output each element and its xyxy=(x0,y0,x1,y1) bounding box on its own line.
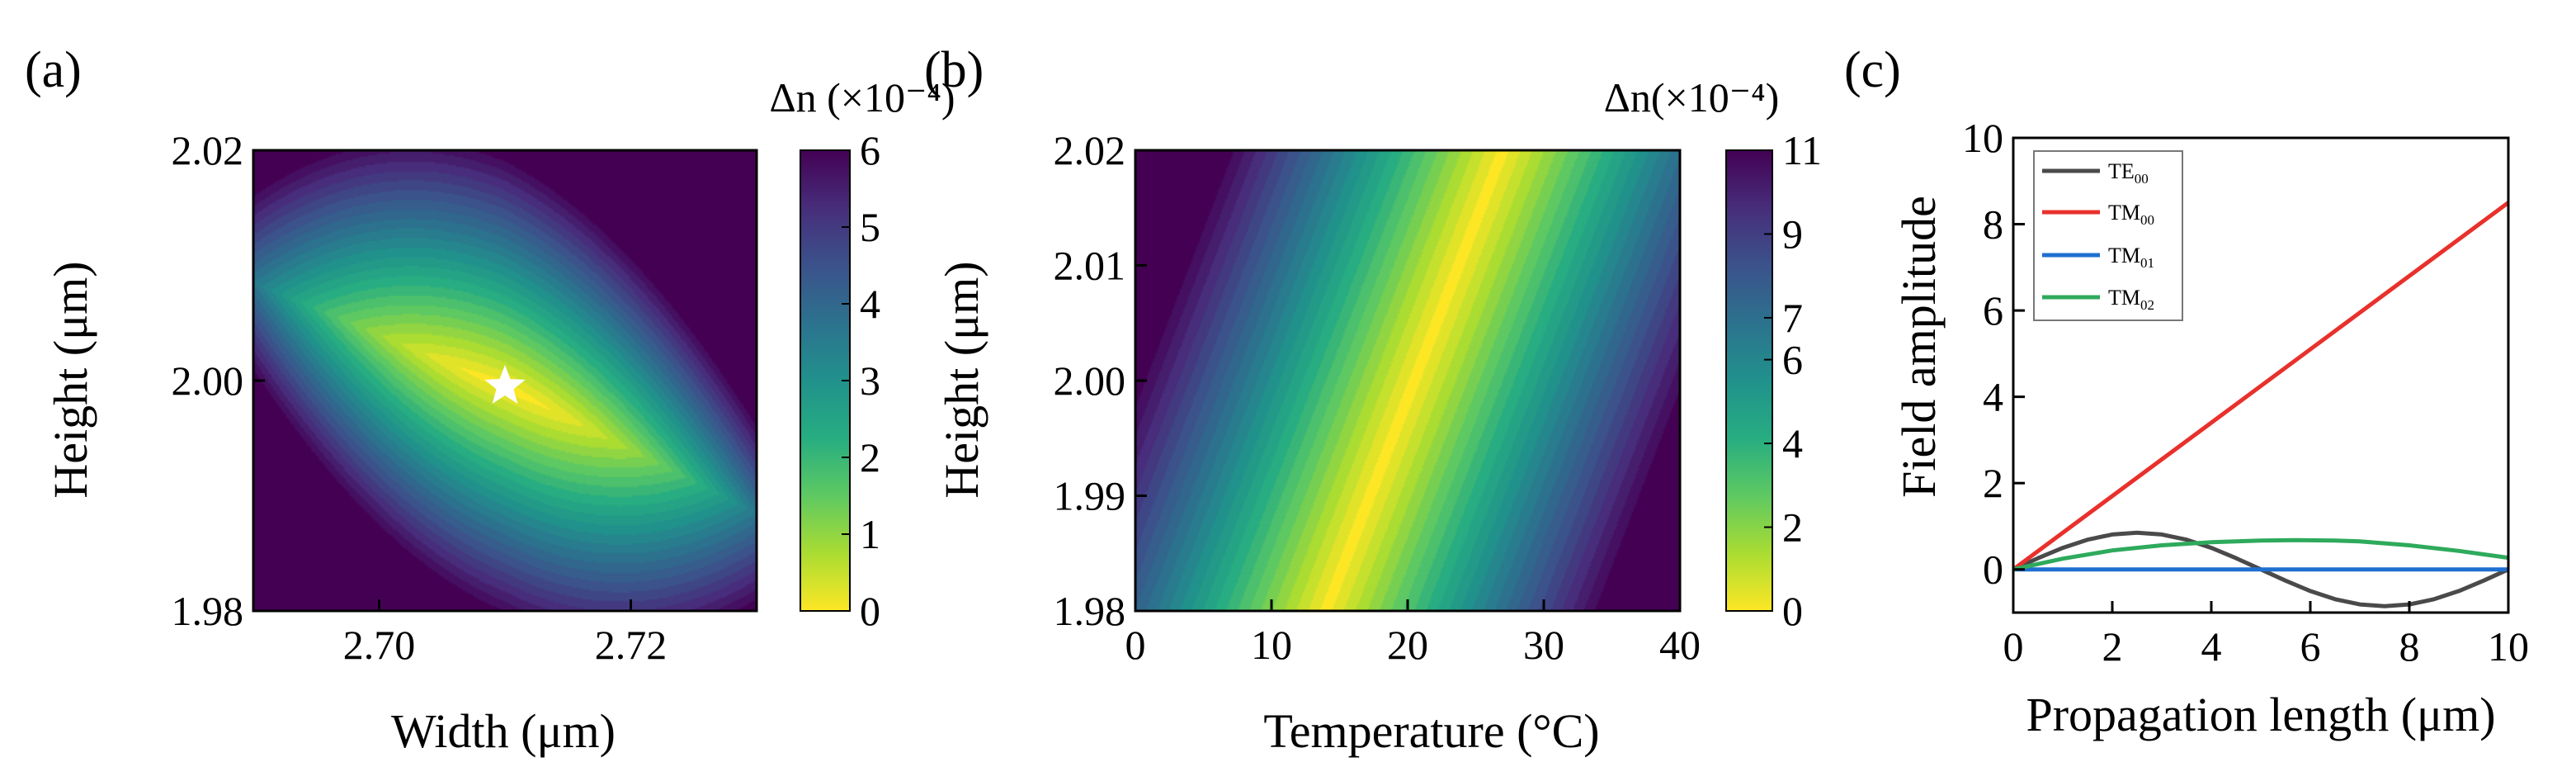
panel-c-x-tick-label: 0 xyxy=(2003,623,2024,670)
panel-c-x-tick-label: 8 xyxy=(2399,623,2420,670)
panel-b-colorbar xyxy=(1725,149,1773,612)
panel-b-x-tick-label: 10 xyxy=(1251,622,1292,668)
panel-a-colorbar-tick-label: 0 xyxy=(860,588,880,634)
panel-c-lines xyxy=(2012,201,2510,608)
panel-b-x-tick-label: 40 xyxy=(1659,622,1701,668)
panel-a-y-tick-label: 1.98 xyxy=(172,588,244,634)
panel-c-y-tick-label: 10 xyxy=(1962,115,2003,161)
panel-c-y-tick-label: 6 xyxy=(1983,287,2003,334)
panel-c-y-tick-label: 0 xyxy=(1983,547,2003,593)
panel-a-label: (a) xyxy=(25,42,82,98)
panel-b-label: (b) xyxy=(924,42,984,98)
series-line-tm02 xyxy=(2012,537,2509,572)
panel-c-x-tick-label: 2 xyxy=(2102,623,2123,670)
panel-c-x-axis-label: Propagation length (μm) xyxy=(2026,688,2495,741)
panel-b-x-tick-label: 0 xyxy=(1125,622,1146,668)
panel-b-y-tick-label: 2.02 xyxy=(1054,127,1126,173)
panel-b-colorbar-tick-label: 7 xyxy=(1782,295,1803,341)
star-marker-icon xyxy=(484,365,526,404)
panel-c-y-tick-label: 2 xyxy=(1983,460,2003,506)
panel-b-colorbar-ticks: 0 2 4 67 9 11 xyxy=(1764,127,1822,634)
panel-a-colorbar-tick-label: 3 xyxy=(860,357,880,404)
panel-b-y-tick-label: 2.01 xyxy=(1054,243,1126,289)
panel-a-x-axis-label: Width (μm) xyxy=(391,704,616,758)
legend-label-te00: TE00 xyxy=(2108,159,2149,187)
panel-c-frame xyxy=(2012,136,2510,614)
panel-b-colorbar-title: Δn(×10⁻⁴) xyxy=(1604,74,1779,121)
panel-a-colorbar-tick-label: 5 xyxy=(860,204,880,250)
panel-b-heatmap xyxy=(1135,150,1680,611)
panel-c-legend: TE00 TM00 TM01 TM02 xyxy=(2033,150,2183,321)
panel-c-label: (c) xyxy=(1844,42,1901,98)
legend-box xyxy=(2033,150,2183,321)
panel-c-ticks: 0 2 4 6 8 10 0 2 4 6 8 10 xyxy=(1962,115,2529,670)
panel-b-colorbar-tick-label: 9 xyxy=(1782,211,1803,257)
panel-b-colorbar-tick-label: 0 xyxy=(1782,588,1803,634)
panel-b-colorbar-tick-label: 6 xyxy=(1782,337,1803,383)
panel-b-x-tick-label: 20 xyxy=(1387,622,1428,668)
panel-a-y-tick-label: 2.00 xyxy=(172,357,244,404)
panel-a-colorbar-tick-label: 4 xyxy=(860,281,880,327)
series-line-tm00 xyxy=(2012,201,2510,571)
panel-a-y-axis-label: Height (μm) xyxy=(44,261,97,498)
panel-a-x-tick-label: 2.70 xyxy=(343,622,416,668)
panel-c-y-tick-label: 8 xyxy=(1983,201,2003,248)
panel-c-y-tick-label: 4 xyxy=(1983,374,2003,420)
panel-b-colorbar-tick-label: 11 xyxy=(1782,127,1822,173)
panel-a-star-marker xyxy=(484,365,526,404)
panel-b: (b) Height (μm) Temperature (°C) 0 10 20 30… xyxy=(924,42,1822,758)
panel-a-colorbar-tick-label: 2 xyxy=(860,434,880,480)
panel-c-y-axis-label: Field amplitude xyxy=(1892,196,1946,498)
panel-b-y-tick-label: 2.00 xyxy=(1054,357,1126,404)
panel-b-ticks: 0 10 20 30 40 1.98 1.99 2.00 2.01 2.02 xyxy=(1054,127,1701,668)
panel-b-x-tick-label: 30 xyxy=(1523,622,1564,668)
legend-label-tm02: TM02 xyxy=(2108,286,2154,313)
panel-a: (a) Height (μm) Width (μm) 2.70 2.721.982… xyxy=(25,42,955,758)
panel-b-frame xyxy=(1134,149,1682,613)
legend-label-tm01: TM01 xyxy=(2108,244,2154,271)
panel-a-colorbar-tick-label: 1 xyxy=(860,511,880,557)
panel-c-x-tick-label: 10 xyxy=(2488,623,2529,670)
panel-b-y-axis-label: Height (μm) xyxy=(935,261,988,498)
panel-b-y-tick-label: 1.98 xyxy=(1054,588,1126,634)
panel-b-colorbar-tick-label: 2 xyxy=(1782,504,1803,551)
panel-a-ylabel-wrap: Height (μm) xyxy=(44,261,97,498)
panel-a-frame xyxy=(252,149,758,613)
panel-b-y-tick-label: 1.99 xyxy=(1054,473,1126,519)
panel-a-y-tick-label: 2.02 xyxy=(172,127,244,173)
panel-a-colorbar-tick-label: 6 xyxy=(860,127,880,173)
panel-c-ylabel-wrap: Field amplitude xyxy=(1892,196,1946,498)
legend-label-tm00: TM00 xyxy=(2108,201,2154,228)
panel-a-colorbar-ticks: 0 1 2 3 4 5 6 xyxy=(842,127,880,634)
panel-a-colorbar-title: Δn (×10⁻⁴) xyxy=(770,74,955,121)
panel-c-x-tick-label: 6 xyxy=(2300,623,2321,670)
panel-b-x-axis-label: Temperature (°C) xyxy=(1263,704,1599,758)
panel-b-ylabel-wrap: Height (μm) xyxy=(935,261,988,498)
panel-b-colorbar-tick-label: 4 xyxy=(1782,420,1803,466)
panel-a-x-tick-label: 2.72 xyxy=(595,622,668,668)
panel-a-ticks: 2.70 2.72 1.98 2.00 2.02 xyxy=(172,127,668,668)
panel-c-x-tick-label: 4 xyxy=(2201,623,2222,670)
panel-c: (c) Field amplitude Propagation length (… xyxy=(1844,42,2529,741)
